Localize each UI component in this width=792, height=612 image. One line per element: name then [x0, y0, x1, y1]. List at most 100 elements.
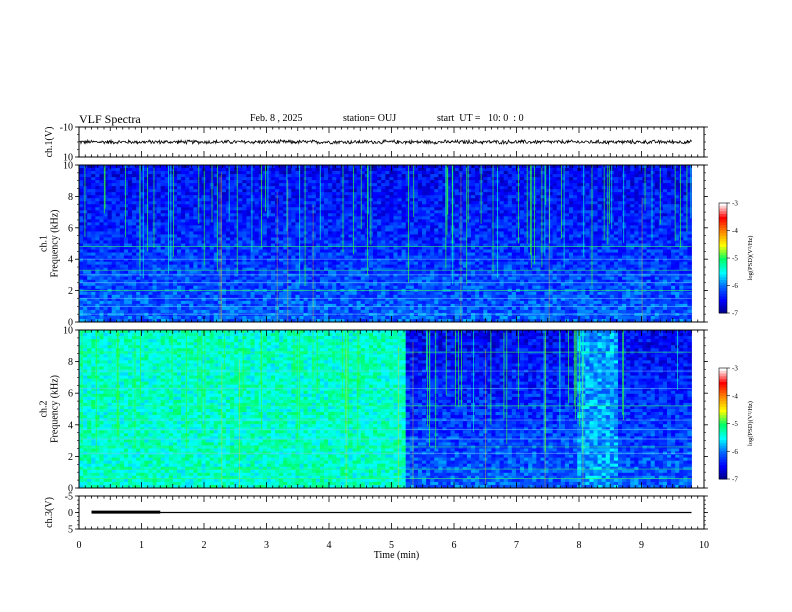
ch1-spectrogram-colorbar-swatch	[719, 263, 727, 267]
ch1-spectrogram-colorbar-swatch	[719, 282, 727, 286]
ch1-spectrogram-y-tick-label: 4	[68, 255, 73, 266]
ch2-spectrogram-colorbar-swatch	[719, 423, 727, 427]
ch1-spectrogram-colorbar-swatch	[719, 247, 727, 251]
station-label: station= OUJ	[343, 113, 397, 124]
ch2-spectrogram-colorbar-swatch	[719, 426, 727, 430]
ch2-spectrogram-y-tick-label: 10	[63, 326, 73, 337]
ch1-spectrogram-colorbar-swatch	[719, 230, 727, 234]
ch1-spectrogram-y-tick-label: 8	[68, 192, 73, 203]
ch2-spectrogram-colorbar-swatch	[719, 445, 727, 449]
ch1-spectrogram-colorbar-swatch	[719, 222, 727, 226]
ch1-spectrogram-colorbar-swatch	[719, 293, 727, 297]
ch1-spectrogram-colorbar-swatch	[719, 252, 727, 256]
ch2-spectrogram-colorbar-swatch	[719, 434, 727, 438]
ch1-y-tick-label: -10	[60, 123, 73, 134]
ch1-spectrogram-colorbar-swatch	[719, 269, 727, 273]
ch1-spectrogram-colorbar-tick-label: -6	[732, 282, 738, 290]
ch1-spectrogram-y-tick-label: 6	[68, 223, 73, 234]
ch2-spectrogram-colorbar-swatch	[719, 379, 727, 383]
date-label: Feb. 8 , 2025	[250, 113, 303, 124]
ch1-spectrogram-colorbar-swatch	[719, 238, 727, 242]
ch1-spectrogram-colorbar-swatch	[719, 296, 727, 300]
x-tick-label: 0	[77, 540, 82, 551]
x-tick-label: 1	[139, 540, 144, 551]
ch1-spectrogram-colorbar-swatch	[719, 244, 727, 248]
ch3-y-tick-label: 0	[68, 508, 73, 519]
ch1-spectrogram-colorbar-tick-label: -3	[732, 200, 738, 208]
ch2-spectrogram-colorbar-tick-label: -3	[732, 365, 738, 373]
ch2-spectrogram-colorbar-swatch	[719, 384, 727, 388]
x-tick-label: 8	[577, 540, 582, 551]
ch1-spectrogram-colorbar-swatch	[719, 260, 727, 264]
x-axis-label: Time (min)	[374, 550, 419, 561]
ch1-spectrogram-colorbar-swatch	[719, 225, 727, 229]
x-tick-label: 3	[264, 540, 269, 551]
ch3-y-axis-label: ch.3(V)	[44, 497, 55, 528]
ch1-spectrogram-colorbar-swatch	[719, 233, 727, 237]
ch2-spectrogram-colorbar-swatch	[719, 473, 727, 477]
x-tick-label: 4	[327, 540, 332, 551]
ch1-spectrogram-colorbar-swatch	[719, 216, 727, 220]
ch1-spectrogram-colorbar-swatch	[719, 214, 727, 218]
ch1-waveform-line	[78, 138, 692, 146]
ch2-spectrogram-colorbar-swatch	[719, 412, 727, 416]
ch2-spectrogram-colorbar-swatch	[719, 462, 727, 466]
ch2-spectrogram-y-tick-label: 2	[68, 452, 73, 463]
ch1-spectrogram-colorbar-swatch	[719, 205, 727, 209]
ch2-spectrogram-colorbar-swatch	[719, 476, 727, 480]
ch2-spectrogram-colorbar-swatch	[719, 368, 727, 372]
ch1-spectrogram-colorbar-swatch	[719, 241, 727, 245]
ch2-spectrogram-colorbar-swatch	[719, 395, 727, 400]
ch2-spectrogram-y-tick-label: 4	[68, 420, 73, 431]
x-tick-label: 10	[699, 540, 709, 551]
ch2-spectrogram-colorbar-swatch	[719, 415, 727, 419]
ch3-y-tick-label: -5	[65, 492, 73, 503]
ch1-spectrogram-colorbar-swatch	[719, 249, 727, 253]
ch2-spectrogram-y-axis-label: ch.2	[39, 401, 50, 418]
x-tick-label: 9	[639, 540, 644, 551]
ch2-spectrogram-colorbar-swatch	[719, 401, 727, 405]
ch2-spectrogram-colorbar-swatch	[719, 440, 727, 444]
ch2-spectrogram-colorbar-tick-label: -6	[732, 448, 738, 456]
ch2-spectrogram-y-tick-label: 8	[68, 357, 73, 368]
ch1-spectrogram-colorbar-tick-label: -7	[732, 310, 738, 318]
ch1-spectrogram-colorbar-swatch	[719, 271, 727, 275]
ch3-y-tick-label: 5	[68, 525, 73, 536]
ch1-spectrogram-y-tick-label: 2	[68, 286, 73, 297]
ch2-spectrogram-colorbar-tick-label: -5	[732, 420, 738, 428]
ch2-spectrogram-colorbar-tick-label: -7	[732, 476, 738, 484]
ch2-spectrogram-colorbar-swatch	[719, 465, 727, 469]
ch2-spectrogram-colorbar-swatch	[719, 370, 727, 375]
x-tick-label: 2	[202, 540, 207, 551]
ch2-spectrogram-colorbar-swatch	[719, 470, 727, 474]
ch1-spectrogram-colorbar-swatch	[719, 280, 727, 284]
ch1-spectrogram-colorbar-swatch	[719, 302, 727, 306]
ch2-spectrogram-colorbar-swatch	[719, 448, 727, 452]
ch2-spectrogram-colorbar-swatch	[719, 429, 727, 433]
ch2-spectrogram-colorbar-swatch	[719, 392, 727, 397]
ch1-spectrogram-colorbar-swatch	[719, 203, 727, 207]
x-tick-label: 6	[452, 540, 457, 551]
ch1-spectrogram-colorbar-tick-label: -5	[732, 255, 738, 263]
ch2-spectrogram-colorbar-swatch	[719, 437, 727, 441]
ch1-spectrogram-colorbar-swatch	[719, 258, 727, 262]
ch1-spectrogram-colorbar-swatch	[719, 291, 727, 295]
ch2-spectrogram-colorbar-swatch	[719, 454, 727, 458]
ch1-spectrogram-colorbar-swatch	[719, 211, 727, 215]
ch1-spectrogram-colorbar-swatch	[719, 236, 727, 240]
ch1-spectrogram-y-axis-label: ch.1	[39, 235, 50, 252]
ch2-spectrogram-colorbar-tick-label: -4	[732, 392, 738, 400]
ch1-spectrogram-colorbar-swatch	[719, 274, 727, 278]
x-tick-label: 7	[514, 540, 519, 551]
ch2-spectrogram-colorbar-swatch	[719, 390, 727, 394]
ch1-y-axis-label: ch.1(V)	[44, 127, 55, 158]
ch2-spectrogram-colorbar-swatch	[719, 387, 727, 391]
ch1-spectrogram-colorbar-label: log(PSD)(V²/Hz)	[747, 236, 754, 281]
ch1-spectrogram-colorbar-swatch	[719, 307, 727, 311]
ch1-spectrogram-y-axis-label: Frequency (kHz)	[50, 209, 61, 277]
ch1-spectrogram-colorbar-swatch	[719, 277, 727, 281]
ch1-spectrogram-colorbar-swatch	[719, 304, 727, 308]
ch2-spectrogram-colorbar-swatch	[719, 404, 727, 408]
ch1-spectrogram-colorbar-swatch	[719, 299, 727, 303]
